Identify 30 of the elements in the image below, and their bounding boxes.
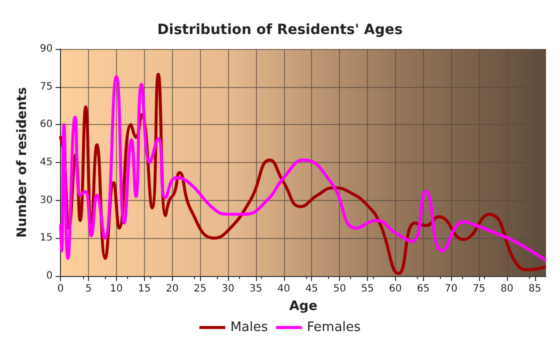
y-tick-label: 30 [40, 194, 53, 206]
x-axis-title: Age [289, 299, 318, 314]
y-tick-label: 90 [40, 44, 53, 54]
y-tick-label: 60 [40, 119, 53, 130]
x-tick-label: 65 [416, 284, 430, 294]
x-tick-label: 20 [166, 284, 179, 294]
x-tick-label: 45 [305, 284, 318, 294]
x-tick-label: 85 [528, 284, 542, 294]
x-tick-label: 80 [500, 284, 514, 294]
x-tick-label: 15 [138, 284, 151, 294]
x-tick-label: 25 [194, 284, 206, 294]
y-tick-label: 15 [40, 232, 53, 244]
y-tick-label: 75 [40, 81, 53, 92]
x-tick-label: 10 [110, 284, 123, 294]
x-tick-label: 75 [472, 284, 486, 294]
x-tick-label: 0 [57, 284, 64, 294]
x-tick-label: 70 [444, 284, 458, 294]
x-tick-label: 60 [389, 284, 402, 294]
legend-label: Females [306, 320, 361, 335]
y-tick-label: 45 [40, 157, 53, 168]
x-tick-label: 5 [85, 284, 92, 294]
y-axis-title: Number of residents [15, 86, 30, 238]
y-tick-label: 0 [46, 270, 53, 282]
x-tick-label: 30 [222, 284, 234, 294]
legend-label: Males [230, 320, 268, 335]
x-tick-label: 35 [250, 284, 262, 294]
x-tick-label: 50 [333, 284, 346, 294]
chart-title: Distribution of Residents' Ages [157, 22, 403, 38]
x-tick-label: 55 [361, 284, 374, 294]
x-tick-label: 40 [277, 284, 290, 294]
